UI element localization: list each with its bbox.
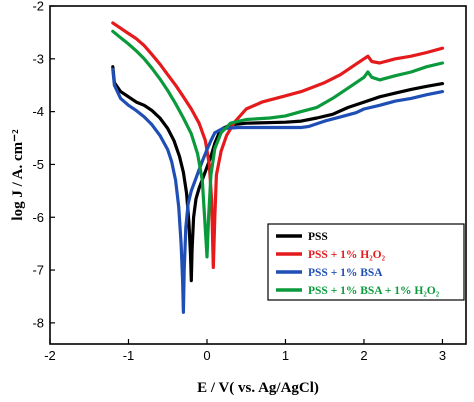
plot-frame	[49, 5, 467, 345]
y-tick-label: -2	[32, 0, 44, 14]
y-tick-label: -7	[32, 263, 44, 278]
axis-ticks: -2 -1 0 1 2 3 -8 -7 -6 -5 -4 -3 -2	[32, 0, 446, 363]
y-tick-label: -4	[32, 104, 44, 119]
y-tick-label: -8	[32, 315, 44, 330]
series-line-1	[111, 65, 445, 283]
x-tick-label: -1	[123, 348, 135, 363]
y-tick-label: -5	[32, 157, 44, 172]
series-line-2	[111, 21, 445, 269]
x-tick-label: 3	[439, 348, 446, 363]
x-tick-label: 1	[282, 348, 289, 363]
legend-label: PSS + 1% BSA + 1% H₂O₂	[308, 285, 440, 297]
x-tick-label: 0	[203, 348, 210, 363]
legend: PSS PSS + 1% H₂O₂ PSS + 1% BSA PSS + 1% BSA…	[267, 223, 465, 301]
x-tick-label: 2	[360, 348, 367, 363]
series-layer	[111, 21, 445, 314]
x-tick-label: -2	[44, 348, 56, 363]
series-line-4	[111, 29, 445, 259]
legend-box	[267, 223, 465, 301]
y-tick-label: -3	[32, 51, 44, 66]
legend-label: PSS	[308, 231, 328, 243]
legend-label: PSS + 1% H₂O₂	[308, 249, 386, 261]
legend-label: PSS + 1% BSA	[308, 267, 383, 279]
series-line-3	[111, 67, 445, 314]
x-axis-title: E / V( vs. Ag/AgCl)	[197, 380, 319, 396]
y-tick-label: -6	[32, 210, 44, 225]
y-axis-title: log J / A. cm⁻²	[10, 129, 26, 221]
